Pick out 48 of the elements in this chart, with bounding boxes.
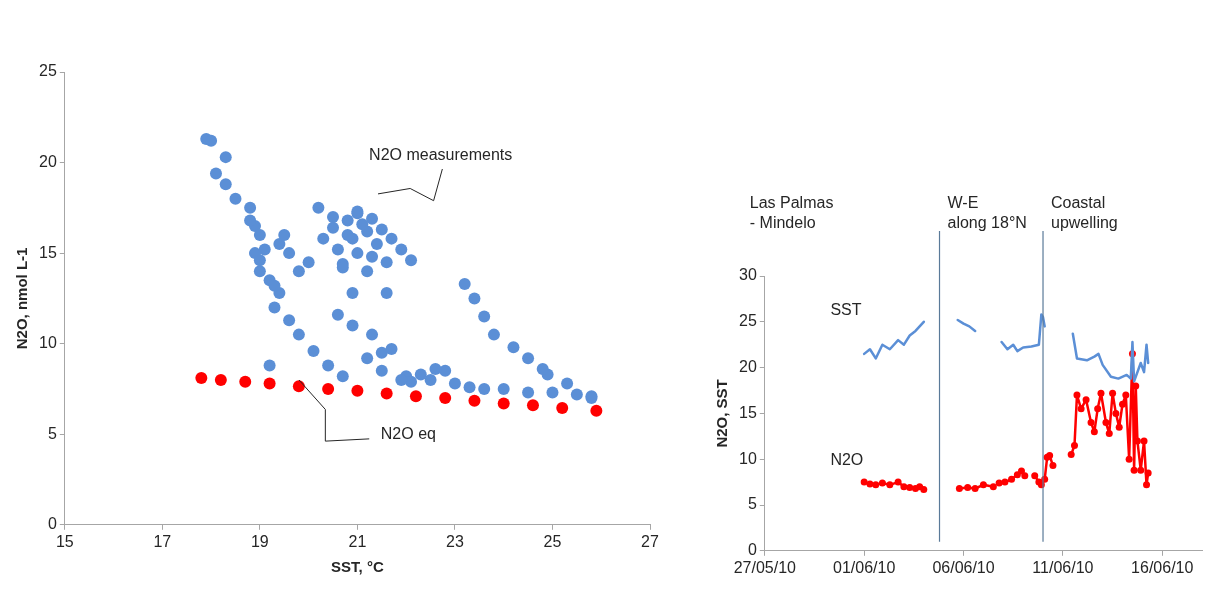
point: [322, 382, 335, 395]
x-tick-label: 11/06/10: [1032, 558, 1094, 576]
y-axis-title: N2O, SST: [713, 379, 731, 448]
x-tick-label: 16/06/10: [1131, 558, 1194, 576]
x-tick-label: 27: [641, 532, 659, 550]
y-tick-label: 10: [39, 334, 57, 352]
y-tick-label: 5: [47, 424, 57, 442]
x-tick-label: 19: [250, 532, 269, 550]
series-label: N2O: [830, 450, 864, 468]
y-tick-label: 15: [739, 403, 757, 421]
point: [409, 390, 422, 403]
point: [263, 377, 276, 390]
text: SST: [830, 300, 862, 318]
series-label: N2O eq: [380, 424, 436, 442]
x-tick-label: 01/06/10: [833, 558, 896, 576]
x-tick-label: 27/05/10: [733, 558, 797, 576]
point: [497, 397, 510, 410]
x-tick-label: 21: [348, 532, 367, 550]
x-axis-title: SST, °C: [331, 558, 384, 576]
y-tick-label: 10: [739, 449, 757, 467]
y-tick-label: 30: [739, 266, 757, 284]
x-tick-label: 06/06/10: [932, 558, 995, 576]
text: Coastal upwelling: [1051, 194, 1118, 232]
point: [351, 384, 364, 397]
y-tick-label: 5: [747, 495, 757, 513]
point: [380, 387, 393, 400]
y-axis-title: N2O, nmol L-1: [13, 247, 31, 350]
point: [556, 401, 569, 414]
text: W-E along 18°N: [947, 194, 1027, 232]
x-tick-label: 23: [446, 532, 464, 550]
x-tick-label: 25: [543, 532, 562, 550]
y-tick-label: 20: [739, 358, 757, 376]
point: [526, 399, 539, 412]
point: [195, 372, 208, 385]
point: [214, 373, 227, 386]
y-tick-label: 0: [47, 515, 57, 533]
text: N2O measurements: [369, 146, 513, 164]
text: Las Palmas - Mindelo: [749, 194, 834, 232]
y-tick-label: 20: [39, 152, 57, 170]
point: [468, 394, 481, 407]
point: [239, 375, 252, 388]
point: [590, 404, 603, 417]
y-tick-label: 0: [747, 541, 757, 559]
y-tick-label: 25: [39, 62, 57, 80]
y-tick-label: 25: [739, 312, 757, 330]
point: [439, 392, 452, 405]
x-tick-label: 17: [153, 532, 172, 550]
y-tick-label: 15: [39, 243, 57, 261]
